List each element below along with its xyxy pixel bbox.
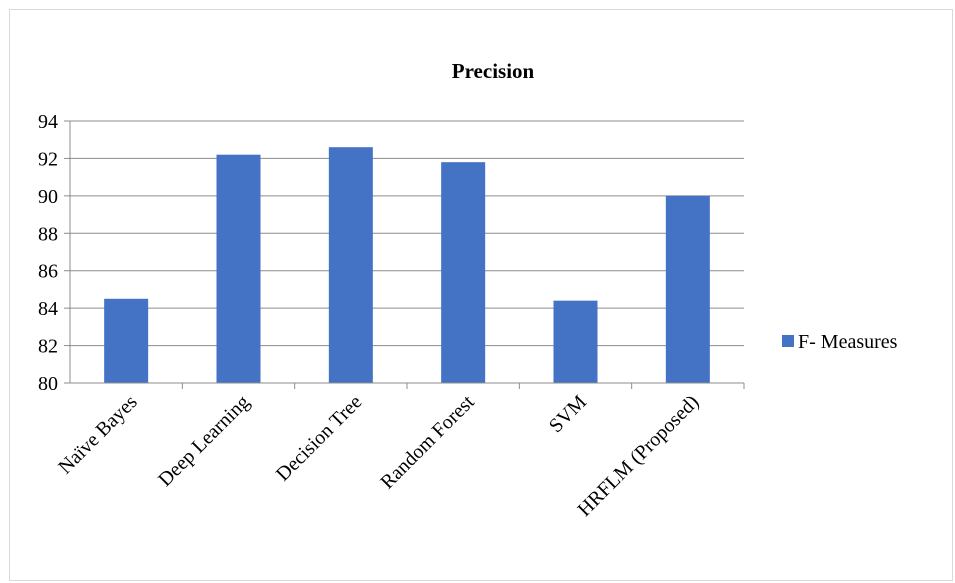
y-tick-label: 90 [38, 186, 58, 208]
y-tick-labels: 80 82 84 86 88 90 92 94 [38, 111, 58, 395]
chart-title: Precision [452, 59, 535, 83]
y-tick-label: 82 [38, 336, 58, 358]
x-category-label: SVM [545, 391, 591, 437]
bar [441, 162, 486, 383]
x-category-label: Naïve Bayes [54, 391, 142, 479]
x-category-labels: Naïve Bayes Deep Learning Decision Tree Ran… [54, 391, 703, 521]
legend-swatch [782, 335, 794, 347]
y-tick-label: 94 [38, 111, 58, 133]
y-tick-label: 86 [38, 261, 58, 283]
y-tick-label: 84 [38, 298, 58, 320]
bar [553, 300, 598, 383]
y-tick-label: 88 [38, 223, 58, 245]
bar [104, 298, 149, 383]
bar [665, 195, 710, 383]
bars [104, 147, 710, 383]
axes [69, 121, 745, 389]
x-category-label: Deep Learning [154, 391, 254, 491]
y-tick-label: 80 [38, 373, 58, 395]
legend: F- Measures [782, 331, 898, 353]
legend-label: F- Measures [798, 331, 898, 353]
bar [328, 147, 373, 383]
y-tick-label: 92 [38, 148, 58, 170]
x-category-label: HRFLM (Proposed) [573, 391, 703, 521]
bar [216, 154, 261, 383]
x-category-label: Decision Tree [272, 391, 367, 486]
gridlines [64, 120, 744, 384]
x-category-label: Random Forest [376, 391, 479, 494]
